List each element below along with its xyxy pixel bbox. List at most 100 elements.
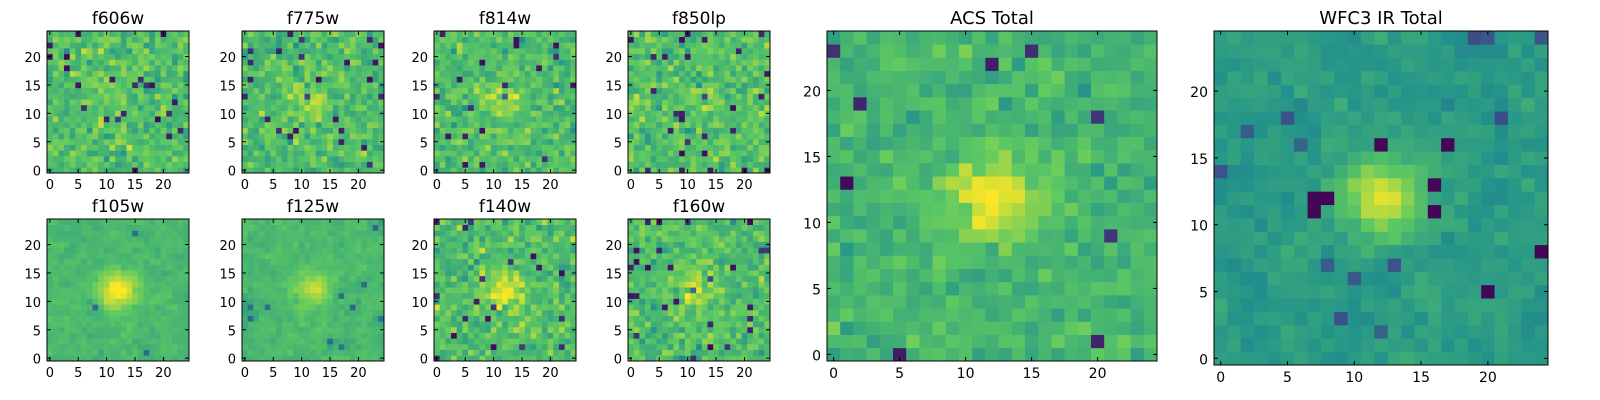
panel-f105w-pixel [154, 287, 161, 294]
panel-f775w-pixel [321, 121, 328, 128]
panel-f606w-pixel [160, 36, 167, 43]
panel-f160w-pixel [741, 349, 748, 356]
panel-f105w-pixel [52, 219, 59, 226]
panel-f105w-pixel [171, 292, 178, 299]
panel-f606w-pixel [177, 42, 184, 49]
panel-f775w-pixel [378, 116, 385, 123]
panel-f814w-pixel [445, 155, 452, 162]
panel-f160w-pixel [656, 287, 663, 294]
panel-f160w-pixel [628, 338, 635, 345]
panel-f160w-pixel [718, 287, 725, 294]
panel-f775w-pixel [310, 104, 317, 111]
panel-f140w-pixel [434, 281, 441, 288]
panel-f140w-pixel [451, 258, 458, 265]
panel-f850lp-pixel [735, 138, 742, 145]
panel-f105w-pixel [137, 287, 144, 294]
panel-f775w-pixel [361, 99, 368, 106]
panel-f814w-pixel [519, 155, 526, 162]
panel-f606w-pixel [166, 70, 173, 77]
panel-f160w-pixel [724, 315, 731, 322]
panel-f606w-pixel [171, 82, 178, 89]
panel-f814w-pixel [513, 59, 520, 66]
panel-f105w-pixel [149, 287, 156, 294]
panel-f850lp-y-tick-label: 5 [614, 136, 622, 151]
panel-f105w-pixel [126, 230, 133, 237]
panel-f125w-pixel [344, 355, 351, 362]
panel-f125w-pixel [259, 270, 266, 277]
panel-f140w-pixel [468, 258, 475, 265]
panel-f850lp-pixel [741, 65, 748, 72]
panel-f160w-pixel [650, 343, 657, 350]
panel-f850lp-pixel [684, 133, 691, 140]
panel-f160w-pixel [707, 309, 714, 316]
panel-f105w-pixel [171, 264, 178, 271]
panel-f606w-pixel [75, 42, 82, 49]
panel-f850lp-pixel [730, 87, 737, 94]
panel-f140w-pixel [456, 287, 463, 294]
panel-f606w-pixel [149, 121, 156, 128]
panel-f606w-pixel [109, 150, 116, 157]
panel-f814w-pixel [473, 144, 480, 151]
panel-f814w-pixel [536, 93, 543, 100]
panel-f850lp-pixel [730, 133, 737, 140]
panel-f850lp-pixel [701, 110, 708, 117]
panel-f850lp-pixel [701, 59, 708, 66]
panel-f606w-pixel [58, 53, 65, 60]
panel-f105w-pixel [120, 292, 127, 299]
panel-f814w-pixel [451, 116, 458, 123]
panel-f125w-pixel [253, 309, 260, 316]
panel-f775w-pixel [253, 138, 260, 145]
panel-f606w-pixel [52, 53, 59, 60]
panel-f125w-pixel [349, 315, 356, 322]
panel-f105w-pixel [132, 264, 139, 271]
panel-f775w-pixel [338, 65, 345, 72]
panel-f125w-pixel [276, 219, 283, 226]
panel-f775w-pixel [264, 127, 271, 134]
panel-f814w-x-axis: 0 5 10 15 20 [433, 31, 559, 193]
panel-f775w-pixel [242, 93, 249, 100]
panel-f140w-pixel [445, 292, 452, 299]
panel-f775w-pixel [270, 144, 277, 151]
panel-f125w-pixel [338, 258, 345, 265]
panel-f775w-pixel [355, 133, 362, 140]
panel-f105w-pixel [154, 236, 161, 243]
panel-f606w-pixel [98, 144, 105, 151]
panel-f125w-pixel [349, 321, 356, 328]
panel-f160w-pixel [645, 343, 652, 350]
panel-f606w-pixel [86, 82, 93, 89]
panel-f125w-pixel [264, 326, 271, 333]
panel-f606w-pixel [177, 76, 184, 83]
panel-f850lp-pixel [690, 48, 697, 55]
panel-f606w-pixel [109, 53, 116, 60]
panel-f814w-pixel [496, 99, 503, 106]
panel-f160w-pixel [690, 298, 697, 305]
panel-f606w-pixel [166, 93, 173, 100]
panel-f814w-pixel [496, 42, 503, 49]
panel-f850lp-pixel [662, 48, 669, 55]
panel-f775w-pixel [344, 99, 351, 106]
panel-f140w-pixel [524, 321, 531, 328]
panel-f814w-pixel [524, 65, 531, 72]
panel-f105w-pixel [109, 343, 116, 350]
panel-f105w-pixel [75, 241, 82, 248]
panel-f606w-pixel [86, 59, 93, 66]
panel-f606w-pixel [109, 42, 116, 49]
panel-f105w-pixel [47, 332, 54, 339]
panel-f140w-pixel [456, 219, 463, 226]
panel-f160w-pixel [679, 321, 686, 328]
panel-f125w-pixel [270, 321, 277, 328]
panel-f140w-pixel [564, 275, 571, 282]
panel-f105w-pixel [64, 315, 71, 322]
panel-f850lp-pixel [696, 99, 703, 106]
panel-f125w-pixel [361, 321, 368, 328]
panel-f814w-pixel [456, 65, 463, 72]
panel-f606w-pixel [132, 59, 139, 66]
panel-f775w-pixel [321, 104, 328, 111]
panel-f105w-pixel [64, 338, 71, 345]
panel-f160w-pixel [747, 287, 754, 294]
panel-f125w-pixel [247, 247, 254, 254]
panel-f775w-pixel [321, 127, 328, 134]
panel-f125w-pixel [310, 258, 317, 265]
panel-f814w-pixel [485, 116, 492, 123]
panel-f105w-pixel [115, 253, 122, 260]
